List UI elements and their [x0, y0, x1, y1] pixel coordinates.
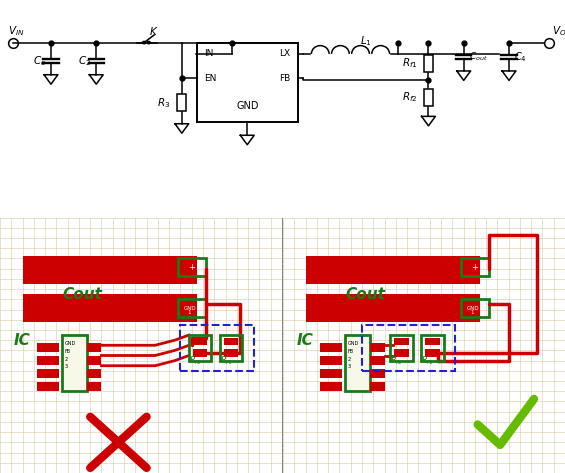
Text: $R_{f2}$: $R_{f2}$	[402, 90, 418, 105]
Bar	[37, 382, 59, 391]
Text: 3: 3	[348, 364, 351, 369]
Bar	[37, 369, 59, 378]
Text: GND: GND	[348, 342, 359, 346]
Text: GND: GND	[183, 306, 196, 311]
Text: EN: EN	[205, 74, 217, 83]
Bar	[62, 335, 88, 391]
Text: $R_{f1}$: $R_{f1}$	[220, 354, 233, 367]
Bar	[371, 343, 385, 352]
Text: IN: IN	[205, 49, 214, 59]
Bar	[394, 349, 408, 357]
Bar	[394, 338, 408, 345]
Text: $C_e$: $C_e$	[33, 54, 46, 68]
Bar	[193, 349, 207, 357]
Bar	[88, 356, 102, 365]
Bar	[425, 338, 440, 345]
Bar	[197, 43, 298, 122]
Bar	[371, 356, 385, 365]
Text: Cout: Cout	[345, 287, 385, 302]
Bar	[371, 382, 385, 391]
Text: Cout: Cout	[62, 287, 102, 302]
Text: GND: GND	[65, 342, 76, 346]
Bar	[88, 343, 102, 352]
Text: 2: 2	[65, 357, 68, 362]
Text: $R_{f2}$: $R_{f2}$	[189, 354, 202, 367]
Text: LX: LX	[279, 49, 290, 59]
Bar	[224, 349, 238, 357]
Bar	[306, 294, 480, 322]
Text: $R_{f1}$: $R_{f1}$	[402, 56, 418, 70]
Bar	[306, 256, 480, 284]
Text: $L_1$: $L_1$	[360, 35, 371, 48]
Text: 1: 1	[470, 310, 473, 315]
Text: $K$: $K$	[149, 25, 159, 37]
Text: $R_{f2}$: $R_{f2}$	[390, 354, 403, 367]
Bar	[421, 335, 444, 360]
Bar	[37, 356, 59, 365]
Text: GND: GND	[466, 306, 479, 311]
Text: 2: 2	[348, 357, 351, 362]
Bar	[424, 55, 433, 72]
Text: $R_{f1}$: $R_{f1}$	[421, 354, 434, 367]
Bar	[371, 369, 385, 378]
Bar	[425, 349, 440, 357]
Bar	[320, 369, 342, 378]
Bar	[460, 299, 489, 317]
Bar	[424, 89, 433, 106]
Text: +: +	[471, 263, 478, 272]
Bar	[460, 258, 489, 276]
Bar	[23, 294, 197, 322]
Bar	[320, 356, 342, 365]
Bar	[177, 258, 206, 276]
Bar	[23, 256, 197, 284]
Text: $R_3$: $R_3$	[158, 96, 171, 110]
Text: $C_{out}$: $C_{out}$	[469, 51, 488, 63]
Bar	[224, 338, 238, 345]
Bar	[37, 343, 59, 352]
Bar	[193, 338, 207, 345]
Bar	[177, 95, 186, 112]
Text: FB: FB	[348, 349, 354, 354]
Bar	[88, 369, 102, 378]
Text: 3: 3	[65, 364, 68, 369]
Text: GND: GND	[236, 101, 259, 111]
Text: $V_{OUT}$: $V_{OUT}$	[552, 24, 565, 38]
Bar	[189, 335, 211, 360]
Text: 1: 1	[187, 310, 190, 315]
Bar	[345, 335, 371, 391]
Text: $V_{IN}$: $V_{IN}$	[8, 24, 25, 38]
Bar	[320, 382, 342, 391]
Text: +: +	[188, 263, 195, 272]
Text: FB: FB	[65, 349, 71, 354]
Text: $C_2$: $C_2$	[78, 54, 91, 68]
Bar	[220, 335, 242, 360]
Text: FB: FB	[279, 74, 290, 83]
Text: $C_4$: $C_4$	[514, 50, 527, 64]
Bar	[177, 299, 206, 317]
Bar	[390, 335, 413, 360]
Bar	[88, 382, 102, 391]
Text: IC: IC	[14, 333, 31, 348]
Text: IC: IC	[297, 333, 314, 348]
Bar	[320, 343, 342, 352]
